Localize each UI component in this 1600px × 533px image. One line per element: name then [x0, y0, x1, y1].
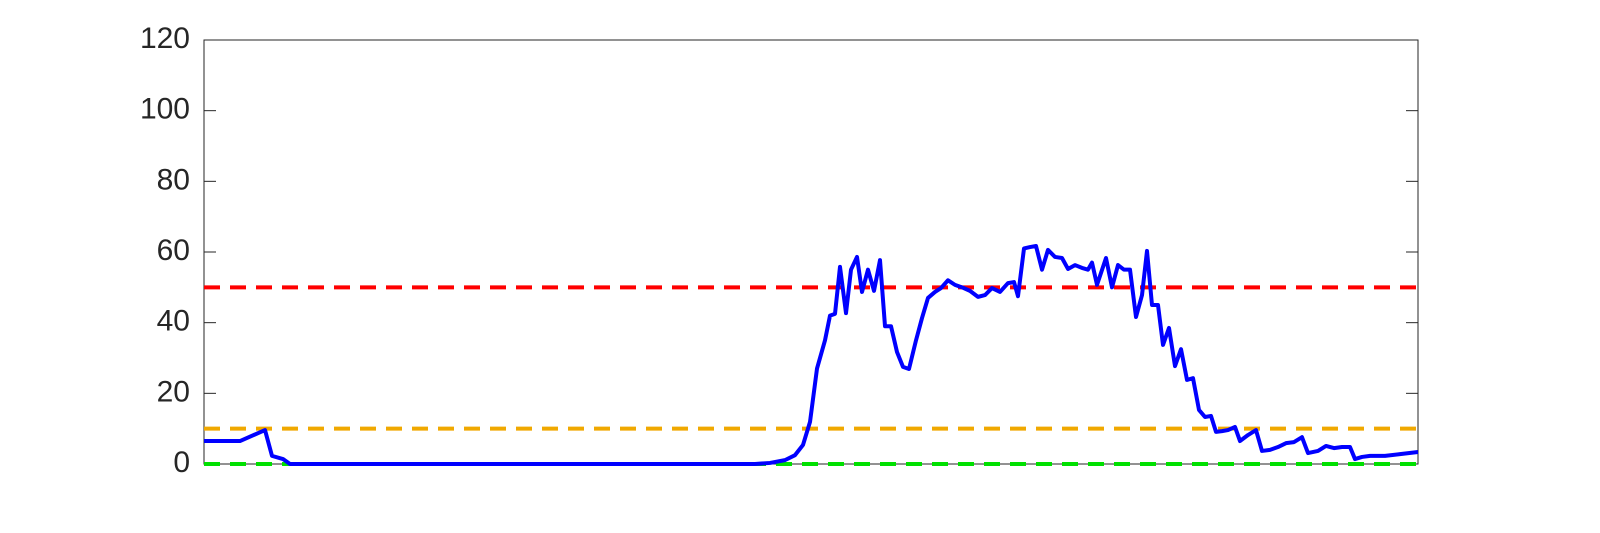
y-tick-label: 100	[140, 93, 190, 126]
y-tick-label: 80	[157, 163, 190, 196]
plot-area	[203, 39, 1419, 465]
y-tick-label: 0	[173, 446, 190, 479]
y-tick-label: 20	[157, 375, 190, 408]
data-line	[204, 243, 1419, 466]
y-tick-label: 40	[157, 305, 190, 338]
y-tick-label: 60	[157, 234, 190, 267]
y-tick-label: 120	[140, 22, 190, 55]
